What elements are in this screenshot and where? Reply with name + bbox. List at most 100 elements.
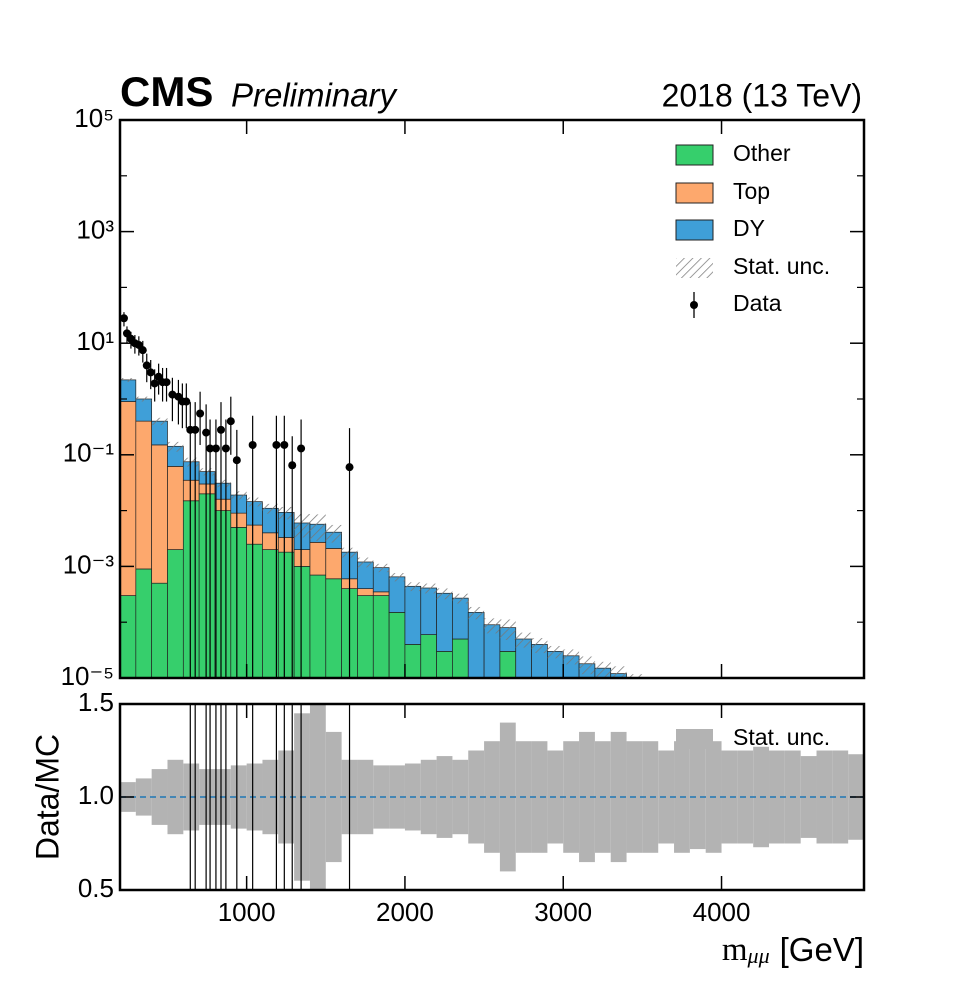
stat-unc-hatch bbox=[404, 582, 421, 592]
legend-swatch bbox=[675, 182, 714, 204]
x-tick-label: 3000 bbox=[534, 897, 592, 927]
legend-swatch bbox=[690, 301, 698, 309]
y-tick-label: 10⁻⁵ bbox=[61, 661, 114, 691]
hist-bar bbox=[436, 592, 453, 652]
ratio-stat-unc bbox=[230, 765, 247, 829]
stat-unc-hatch bbox=[690, 689, 706, 703]
ratio-legend-label: Stat. unc. bbox=[733, 724, 830, 750]
main-plot-area bbox=[120, 312, 801, 720]
ratio-legend-swatch bbox=[676, 729, 713, 749]
hist-bar bbox=[404, 585, 422, 645]
ratio-stat-unc bbox=[151, 769, 168, 825]
ratio-point bbox=[163, 50, 171, 58]
hist-bar bbox=[388, 612, 406, 678]
status-label: Preliminary bbox=[231, 77, 399, 114]
stat-unc-hatch bbox=[167, 441, 184, 452]
hist-bar bbox=[658, 687, 674, 698]
stat-unc-hatch bbox=[674, 684, 690, 699]
legend-label: Data bbox=[733, 290, 782, 316]
data-point bbox=[216, 425, 225, 434]
hist-bar bbox=[182, 500, 200, 678]
cms-label: CMS bbox=[120, 68, 213, 115]
data-point bbox=[248, 440, 257, 449]
ratio-point bbox=[131, 134, 139, 142]
data-point bbox=[168, 390, 177, 399]
data-point bbox=[162, 378, 171, 387]
ratio-stat-unc bbox=[278, 750, 295, 844]
stat-unc-hatch bbox=[547, 645, 564, 659]
x-tick-label: 2000 bbox=[376, 897, 434, 927]
stat-unc-hatch bbox=[642, 677, 659, 678]
hist-bar bbox=[483, 624, 501, 678]
data-point bbox=[206, 444, 215, 453]
stat-unc-hatch bbox=[135, 396, 152, 402]
legend-label: Stat. unc. bbox=[733, 253, 830, 279]
stat-unc-hatch bbox=[199, 468, 215, 476]
hist-bar bbox=[436, 651, 453, 678]
ratio-point bbox=[212, 199, 220, 207]
hist-bar bbox=[120, 379, 137, 402]
ratio-stat-unc bbox=[389, 765, 405, 829]
stat-unc-hatch bbox=[246, 497, 263, 507]
y-tick-label: 10⁻³ bbox=[63, 549, 115, 579]
legend-label: Top bbox=[733, 178, 770, 204]
hist-bar bbox=[230, 527, 247, 678]
hist-bar bbox=[706, 698, 722, 700]
ratio-stat-unc bbox=[800, 756, 817, 838]
ratio-stat-unc bbox=[579, 731, 595, 863]
data-point bbox=[232, 456, 241, 465]
hist-bar bbox=[357, 588, 374, 596]
stat-unc-hatch bbox=[468, 606, 485, 620]
hist-bar bbox=[547, 651, 564, 678]
hist-bar bbox=[642, 683, 658, 698]
stat-unc-hatch bbox=[278, 506, 295, 520]
hist-bar bbox=[357, 595, 374, 678]
ratio-stat-unc bbox=[769, 750, 785, 844]
hist-bar bbox=[467, 612, 485, 678]
data-point bbox=[142, 361, 151, 370]
stat-unc-hatch bbox=[658, 681, 674, 693]
ratio-stat-unc bbox=[531, 741, 548, 853]
ratio-point bbox=[186, 285, 194, 293]
data-point bbox=[288, 461, 297, 470]
stat-unc-hatch bbox=[262, 503, 279, 514]
hist-bar bbox=[293, 549, 311, 567]
hist-bar bbox=[785, 698, 801, 720]
data-point bbox=[221, 444, 230, 453]
hist-bar bbox=[135, 398, 153, 422]
ratio-stat-unc bbox=[658, 750, 675, 844]
hist-bar bbox=[167, 466, 184, 550]
data-point bbox=[202, 428, 211, 437]
stat-unc-hatch bbox=[563, 649, 580, 665]
data-point bbox=[297, 444, 306, 453]
hist-bar bbox=[230, 512, 247, 528]
hist-bar bbox=[420, 634, 437, 678]
hist-bar bbox=[246, 524, 263, 545]
y-tick-label: 10³ bbox=[76, 214, 114, 244]
legend-swatch bbox=[675, 144, 714, 166]
data-point bbox=[272, 440, 281, 449]
stat-unc-hatch bbox=[357, 557, 374, 568]
hist-bar bbox=[214, 498, 232, 511]
data-point bbox=[196, 409, 205, 418]
data-point bbox=[150, 379, 159, 388]
x-tick-label: 1000 bbox=[218, 897, 276, 927]
legend-label: Other bbox=[733, 140, 791, 166]
hist-bar bbox=[246, 543, 263, 678]
stat-unc-hatch bbox=[499, 619, 516, 640]
legend-label: DY bbox=[733, 215, 765, 241]
stat-unc-hatch bbox=[753, 706, 769, 719]
stat-unc-hatch bbox=[325, 524, 342, 543]
hist-bar bbox=[452, 638, 469, 678]
y-tick-label: 10¹ bbox=[76, 326, 114, 356]
x-label: mμμ [GeV] bbox=[722, 931, 864, 968]
ratio-plot-area bbox=[120, 50, 864, 890]
ratio-stat-unc bbox=[610, 731, 627, 863]
hist-bar bbox=[388, 576, 406, 613]
stat-unc-hatch bbox=[579, 656, 595, 675]
ratio-stat-unc bbox=[420, 759, 437, 835]
stat-unc-hatch bbox=[436, 588, 453, 600]
hist-bar bbox=[309, 574, 327, 678]
ratio-point bbox=[143, 236, 151, 244]
